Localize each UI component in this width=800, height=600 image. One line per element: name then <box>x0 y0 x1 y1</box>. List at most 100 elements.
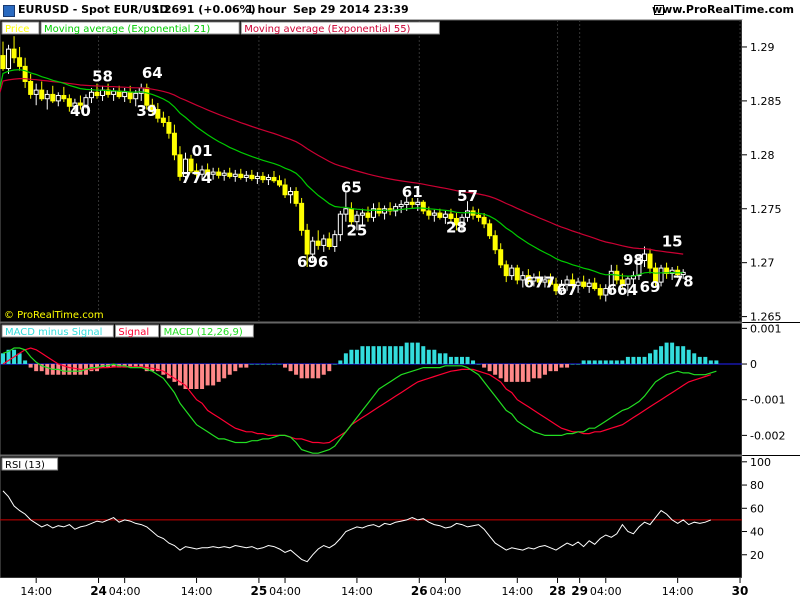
macd-legend-box <box>160 324 254 338</box>
macd-histogram-bar <box>172 364 177 382</box>
candle-body <box>288 190 294 196</box>
macd-histogram-bar <box>443 353 448 365</box>
candle-body <box>94 91 100 96</box>
macd-histogram-bar <box>244 364 249 368</box>
candle-body <box>83 97 89 106</box>
candle-body <box>359 212 365 216</box>
candle-body <box>55 95 61 102</box>
macd-histogram-bar <box>609 360 614 365</box>
candle-body <box>608 270 614 290</box>
macd-histogram-bar <box>653 349 658 365</box>
candle-body <box>520 275 526 281</box>
macd-legend-entry: MACD minus Signal <box>5 327 102 338</box>
macd-histogram-bar <box>360 346 365 365</box>
candle-body <box>592 282 598 290</box>
macd-histogram-bar <box>686 349 691 365</box>
macd-histogram-bar <box>338 360 343 365</box>
macd-histogram-bar <box>415 342 420 365</box>
macd-histogram-bar <box>128 364 133 368</box>
candle-body <box>586 282 592 287</box>
macd-histogram-bar <box>67 364 72 375</box>
macd-histogram-bar <box>476 364 481 365</box>
macd-histogram-bar <box>294 364 299 375</box>
macd-histogram-bar <box>255 364 260 365</box>
macd-histogram-bar <box>487 364 492 372</box>
price-annotation: 696 <box>297 253 328 271</box>
macd-histogram-bar <box>365 346 370 365</box>
macd-histogram-bar <box>675 346 680 365</box>
macd-histogram-bar <box>437 353 442 365</box>
macd-histogram-bar <box>393 346 398 365</box>
macd-histogram-bar <box>61 364 66 375</box>
rsi-axis-label: 60 <box>750 502 764 515</box>
macd-panel <box>0 322 743 456</box>
macd-histogram-bar <box>343 353 348 365</box>
candle-body <box>553 283 559 292</box>
macd-histogram-bar <box>454 356 459 365</box>
candle-body <box>636 260 642 277</box>
candle-body <box>149 104 155 111</box>
candle-body <box>393 206 399 212</box>
macd-legend-entry: Signal <box>118 327 149 338</box>
site-link[interactable]: www.ProRealTime.com <box>651 3 794 16</box>
window-restore-icon[interactable] <box>654 5 664 15</box>
price-legend-box <box>240 21 440 35</box>
macd-histogram-bar <box>72 364 77 375</box>
macd-histogram-bar <box>305 364 310 379</box>
time-axis-label: 30 <box>732 584 749 598</box>
candle-body <box>249 174 255 180</box>
candle-body <box>509 267 515 277</box>
macd-histogram-bar <box>23 360 28 365</box>
macd-histogram-bar <box>714 360 719 365</box>
macd-histogram-bar <box>205 364 210 386</box>
candle-body <box>531 277 537 282</box>
macd-histogram-bar <box>548 364 553 372</box>
candle-body <box>182 158 188 177</box>
ema21-line <box>0 69 684 277</box>
macd-histogram-bar <box>697 356 702 365</box>
candle-body <box>669 269 675 274</box>
candle-body <box>232 173 238 177</box>
macd-histogram-bar <box>681 346 686 365</box>
candle-body <box>221 172 227 176</box>
candle-body <box>33 89 39 95</box>
macd-histogram-bar <box>189 364 194 389</box>
candle-body <box>337 213 343 236</box>
macd-histogram-bar <box>465 356 470 365</box>
candle-body <box>293 190 299 204</box>
rsi-axis-label: 20 <box>750 549 764 562</box>
macd-histogram-bar <box>161 364 166 375</box>
macd-histogram-bar <box>520 364 525 382</box>
macd-histogram-bar <box>277 364 282 365</box>
time-axis-label: 04:00 <box>269 585 301 598</box>
candle-body <box>641 253 647 262</box>
macd-histogram-bar <box>227 364 232 375</box>
rsi-axis-label: 80 <box>750 479 764 492</box>
candle-body <box>155 109 161 119</box>
macd-histogram-bar <box>598 360 603 365</box>
macd-histogram-bar <box>28 364 33 368</box>
candle-body <box>44 93 50 100</box>
macd-histogram-bar <box>39 364 44 372</box>
candle-body <box>0 55 6 70</box>
price-annotation: 61 <box>402 183 423 201</box>
candle-body <box>348 208 354 223</box>
candle-body <box>536 277 542 283</box>
macd-histogram-bar <box>211 364 216 386</box>
candle-body <box>77 102 83 106</box>
macd-histogram-bar <box>200 364 205 389</box>
macd-histogram-bar <box>498 364 503 379</box>
macd-histogram-bar <box>542 364 547 375</box>
macd-axis-label: -0.001 <box>750 394 785 407</box>
candle-body <box>547 279 553 285</box>
price-annotation: 78 <box>673 272 694 290</box>
price-panel <box>0 19 743 323</box>
price-annotation: 67 <box>557 281 578 299</box>
price-annotation: 98 <box>623 251 644 269</box>
candle-body <box>437 212 443 218</box>
candle-body <box>365 212 371 218</box>
macd-legend-entry: MACD (12,26,9) <box>164 327 243 338</box>
time-axis-label: 04:00 <box>430 585 462 598</box>
time-axis-label: 26 <box>411 584 428 598</box>
